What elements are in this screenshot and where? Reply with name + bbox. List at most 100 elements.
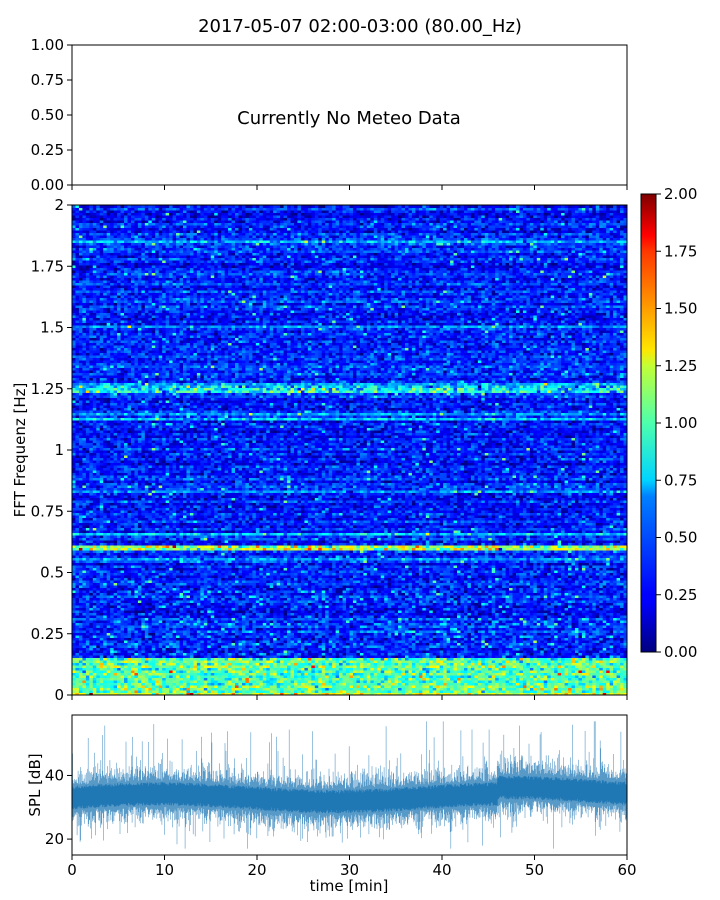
- spectrogram-cell: [106, 670, 111, 673]
- spectrogram-cell: [155, 687, 160, 691]
- spectrogram-cell: [457, 670, 461, 673]
- spectrogram-cell: [162, 670, 167, 673]
- spectrogram-cell: [602, 665, 607, 668]
- spectrogram-cell: [491, 692, 496, 696]
- spectrogram-cell: [349, 662, 354, 666]
- spectrogram-cell: [498, 672, 503, 676]
- spectrogram-cell: [484, 672, 489, 676]
- meteo-panel-frame: [71, 44, 628, 186]
- spectrogram-cell: [373, 665, 378, 668]
- spectrogram-cell: [72, 682, 76, 686]
- spectrogram-cell: [484, 660, 489, 663]
- spectrogram-cell: [148, 682, 153, 686]
- spectrogram-cell: [141, 667, 146, 671]
- spectrogram-cell: [321, 675, 326, 678]
- spectrogram-cell: [512, 667, 517, 671]
- spectrogram-cell: [609, 670, 614, 673]
- spectrogram-cell: [543, 672, 548, 676]
- spectrogram-cell: [137, 660, 142, 663]
- spectrogram-cell: [151, 690, 156, 693]
- spectrogram-cell: [134, 692, 139, 696]
- spectrogram-cell: [186, 675, 191, 678]
- spectrogram-cell: [484, 670, 489, 673]
- spectrogram-cell: [366, 690, 371, 693]
- spectrogram-cell: [522, 667, 527, 671]
- spectrogram-cell: [359, 672, 364, 676]
- spectrogram-cell: [200, 682, 205, 686]
- spectrogram-cell: [207, 677, 212, 681]
- spectrogram-cell: [335, 662, 340, 666]
- spectrogram-cell: [311, 670, 316, 673]
- spectrogram-cell: [557, 680, 562, 683]
- spectrogram-cell: [450, 660, 455, 663]
- spectrogram-cell: [235, 685, 239, 688]
- spectrogram-cell: [529, 687, 534, 691]
- spectrogram-cell: [418, 670, 423, 673]
- spectrogram-cell: [259, 690, 264, 693]
- spectrogram-cell: [85, 687, 90, 691]
- spectrogram-cell: [92, 692, 97, 696]
- spectrogram-cell: [446, 677, 451, 681]
- spectrogram-cell: [588, 667, 593, 671]
- spectrogram-cell: [280, 690, 285, 693]
- spectrogram-cell: [273, 670, 278, 673]
- spectrogram-cell: [238, 667, 243, 671]
- spectrogram-cell: [509, 670, 514, 673]
- spectrogram-cell: [318, 685, 323, 688]
- spectrogram-cell: [550, 690, 555, 693]
- spectrogram-cell: [266, 677, 271, 681]
- spectrogram-cell: [89, 675, 94, 678]
- spectrogram-cell: [609, 687, 614, 691]
- spectrogram-cell: [554, 670, 559, 673]
- spectrogram-cell: [106, 672, 111, 676]
- spectrogram-cell: [408, 670, 413, 673]
- spectrogram-cell: [207, 670, 212, 673]
- spectrogram-cell: [332, 690, 337, 693]
- spectrogram-cell: [75, 665, 80, 668]
- spectrogram-cell: [481, 682, 486, 686]
- spectrogram-cell: [366, 675, 371, 678]
- spectrogram-cell: [529, 677, 534, 681]
- spectrogram-cell: [564, 665, 569, 668]
- spectrogram-cell: [241, 685, 246, 688]
- spectrogram-cell: [238, 680, 243, 683]
- spectrogram-cell: [148, 670, 153, 673]
- spectrogram-cell: [519, 687, 524, 691]
- spectrogram-cell: [300, 680, 305, 683]
- spectrogram-cell: [547, 690, 552, 693]
- spectrogram-cell: [550, 692, 555, 696]
- spectrogram-cell: [255, 677, 260, 681]
- spectrogram-cell: [297, 690, 302, 693]
- spectrogram-cell: [85, 672, 90, 676]
- spectrogram-cell: [574, 667, 579, 671]
- spectrogram-cell: [266, 667, 271, 671]
- spectrogram-cell: [439, 690, 444, 693]
- spectrogram-cell: [602, 667, 607, 671]
- spectrogram-cell: [96, 682, 101, 686]
- spectrogram-cell: [99, 660, 104, 663]
- spectrogram-cell: [561, 685, 566, 688]
- spectrogram-cell: [481, 672, 486, 676]
- spectrogram-cell: [75, 667, 80, 671]
- spectrogram-cell: [581, 682, 586, 686]
- spectrogram-cell: [106, 687, 111, 691]
- spectrogram-cell: [290, 675, 295, 678]
- spectrogram-cell: [387, 690, 392, 693]
- spectrogram-cell: [273, 665, 278, 668]
- spectrogram-cell: [311, 675, 316, 678]
- spectrogram-cell: [481, 670, 486, 673]
- spectrogram-cell: [189, 690, 194, 693]
- spectrogram-cell: [75, 685, 80, 688]
- spectrogram-cell: [266, 692, 271, 696]
- spectrogram-cell: [550, 677, 555, 681]
- spectrogram-cell: [394, 667, 399, 671]
- spectrogram-cell: [370, 690, 375, 693]
- spectrogram-cell: [529, 667, 534, 671]
- spectrogram-cell: [516, 692, 520, 696]
- spectrogram-cell: [398, 660, 403, 663]
- spectrogram-cell: [613, 675, 618, 678]
- spectrogram-cell: [78, 682, 83, 686]
- spectrogram-cell: [432, 675, 437, 678]
- spectrogram-cell: [620, 690, 625, 693]
- spectrogram-cell: [526, 665, 531, 668]
